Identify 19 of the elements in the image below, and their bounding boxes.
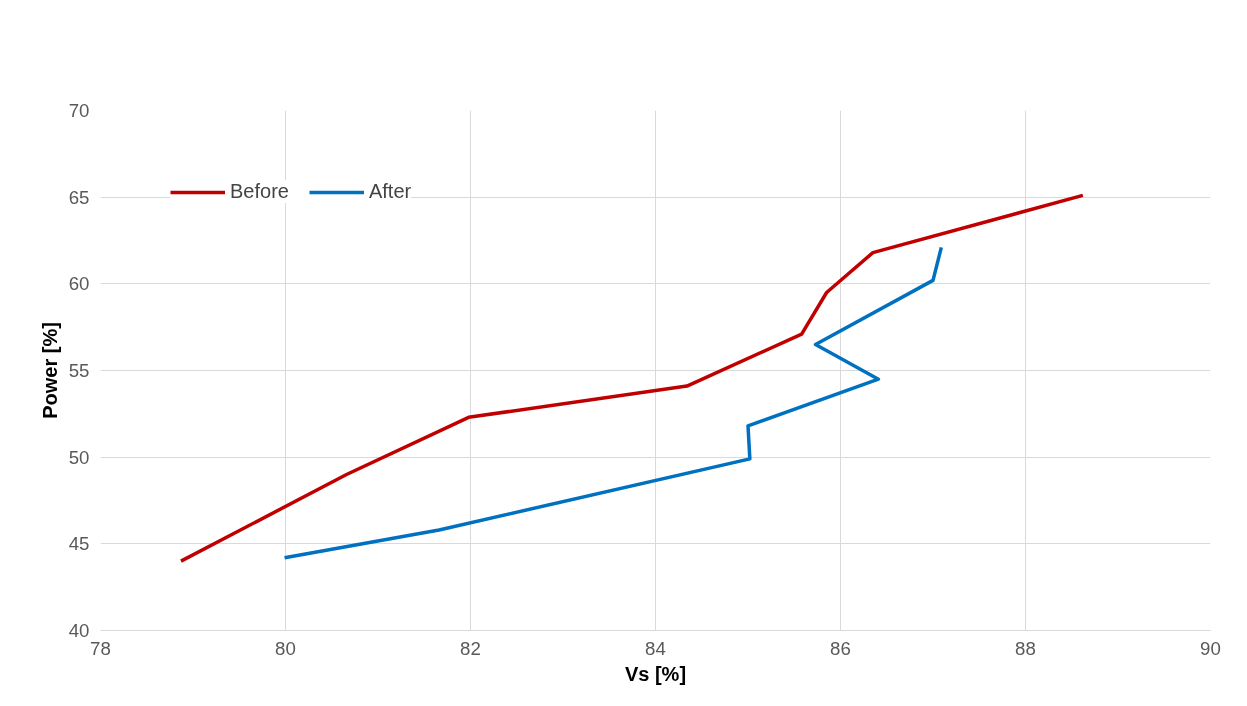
y-axis-title: Power [%] [38,322,61,419]
x-tick-label: 78 [90,637,111,659]
y-tick-label: 55 [68,360,90,381]
x-tick-label: 90 [1200,637,1221,659]
y-tick-label: 65 [68,186,90,208]
y-tick-label: 50 [68,446,90,468]
legend-label: Before [230,180,289,203]
x-tick-label: 82 [460,637,481,659]
x-tick-label: 80 [275,637,296,659]
y-tick-label: 70 [68,100,90,121]
legend-label: After [368,180,412,203]
y-tick-label: 60 [68,273,90,295]
x-tick-label: 88 [1015,637,1036,659]
x-axis-title: Vs [%] [624,662,687,685]
x-tick-label: 86 [830,637,851,659]
y-tick-label: 40 [68,620,90,641]
x-tick-label: 84 [645,637,666,659]
line-series [282,245,944,560]
y-tick-label: 45 [68,533,90,555]
